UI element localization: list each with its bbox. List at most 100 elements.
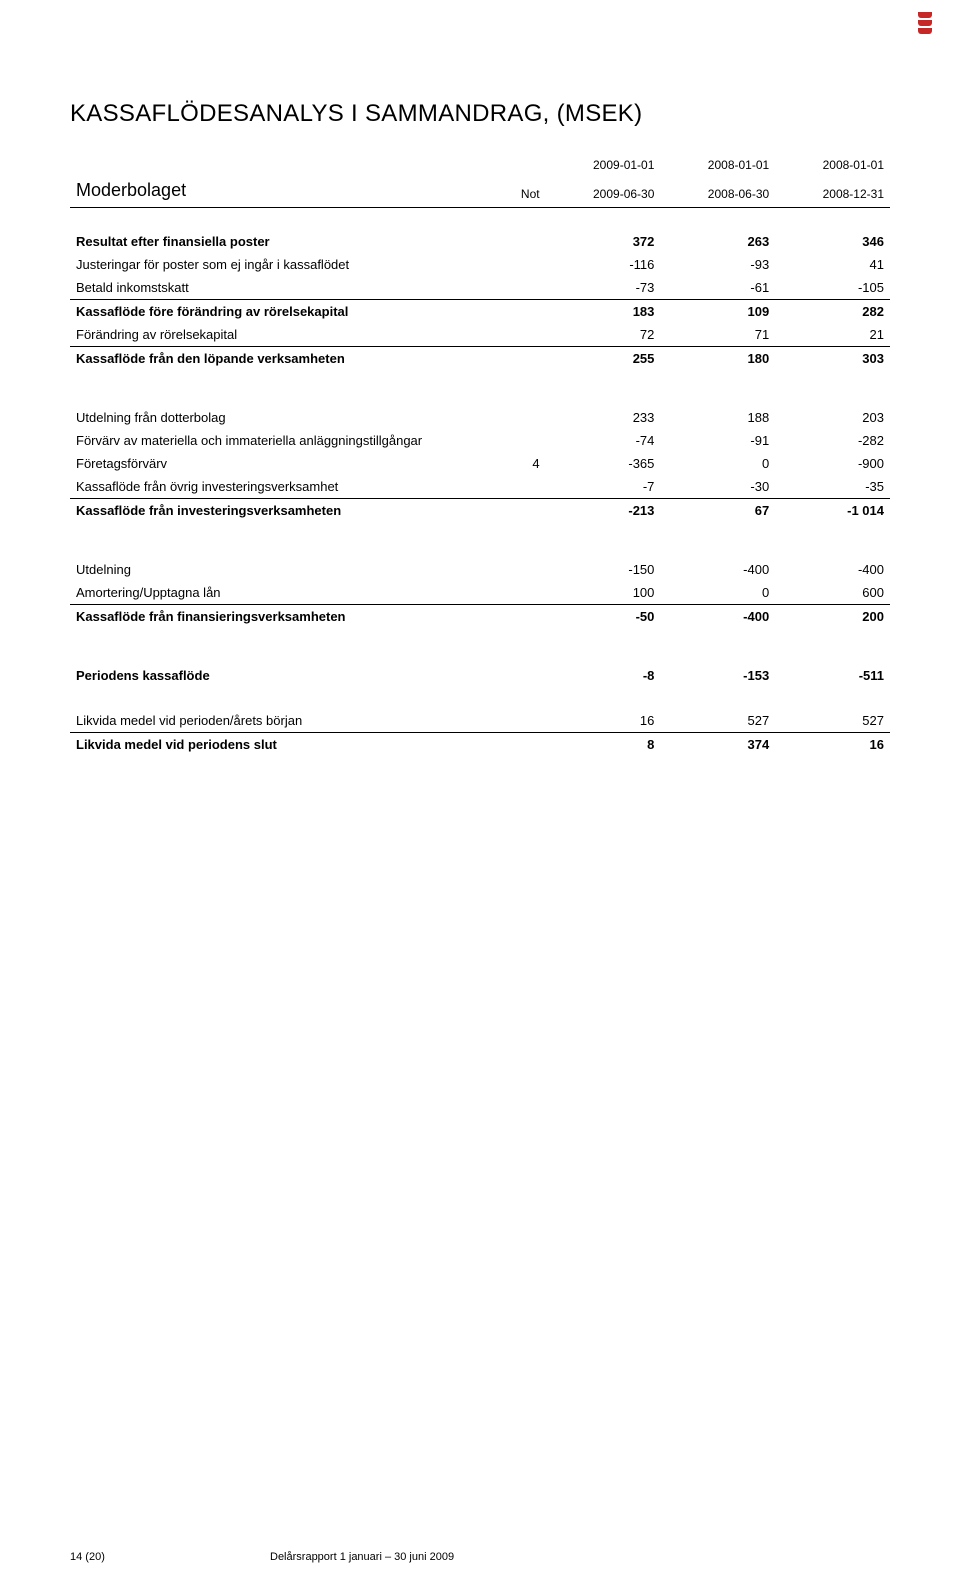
- row-value: -74: [546, 429, 661, 452]
- table-row: Kassaflöde från finansieringsverksamhete…: [70, 605, 890, 629]
- row-label: Utdelning från dotterbolag: [70, 406, 496, 429]
- row-value: -400: [660, 558, 775, 581]
- row-value: 16: [546, 709, 661, 733]
- row-not: [496, 581, 545, 605]
- period-0-bottom: 2009-06-30: [546, 176, 661, 208]
- row-value: -8: [546, 664, 661, 687]
- row-value: -91: [660, 429, 775, 452]
- row-value: 67: [660, 499, 775, 523]
- row-label: Kassaflöde från den löpande verksamheten: [70, 347, 496, 371]
- row-label: Kassaflöde från övrig investeringsverksa…: [70, 475, 496, 499]
- row-label: Kassaflöde från investeringsverksamheten: [70, 499, 496, 523]
- row-value: 600: [775, 581, 890, 605]
- row-label: Betald inkomstskatt: [70, 276, 496, 300]
- row-value: 346: [775, 230, 890, 253]
- page-footer: 14 (20) Delårsrapport 1 januari – 30 jun…: [70, 1551, 890, 1563]
- row-label: Resultat efter finansiella poster: [70, 230, 496, 253]
- table-row: Förändring av rörelsekapital 727121: [70, 323, 890, 347]
- row-value: -1 014: [775, 499, 890, 523]
- table-row: Utdelning-150-400-400: [70, 558, 890, 581]
- row-label: Förändring av rörelsekapital: [70, 323, 496, 347]
- table-row: Periodens kassaflöde-8-153-511: [70, 664, 890, 687]
- row-label: Likvida medel vid perioden/årets början: [70, 709, 496, 733]
- row-value: 16: [775, 733, 890, 757]
- table-row: Amortering/Upptagna lån1000600: [70, 581, 890, 605]
- period-bottom-row: Moderbolaget Not 2009-06-30 2008-06-30 2…: [70, 176, 890, 208]
- row-not: [496, 323, 545, 347]
- row-value: 233: [546, 406, 661, 429]
- row-value: 188: [660, 406, 775, 429]
- row-value: 282: [775, 300, 890, 324]
- table-row: Utdelning från dotterbolag 233188203: [70, 406, 890, 429]
- row-value: -116: [546, 253, 661, 276]
- table-row: Resultat efter finansiella poster3722633…: [70, 230, 890, 253]
- period-top-row: 2009-01-01 2008-01-01 2008-01-01: [70, 154, 890, 176]
- row-not: [496, 709, 545, 733]
- row-value: -365: [546, 452, 661, 475]
- row-not: [496, 664, 545, 687]
- row-value: 0: [660, 452, 775, 475]
- row-label: Kassaflöde från finansieringsverksamhete…: [70, 605, 496, 629]
- row-value: 8: [546, 733, 661, 757]
- page: KASSAFLÖDESANALYS I SAMMANDRAG, (MSEK) 2…: [0, 0, 960, 1589]
- row-not: [496, 475, 545, 499]
- row-value: -30: [660, 475, 775, 499]
- row-value: -93: [660, 253, 775, 276]
- row-value: 527: [775, 709, 890, 733]
- page-number: 14 (20): [70, 1551, 270, 1563]
- row-value: -400: [660, 605, 775, 629]
- row-value: -511: [775, 664, 890, 687]
- row-not: 4: [496, 452, 545, 475]
- table-row: Kassaflöde från den löpande verksamheten…: [70, 347, 890, 371]
- row-value: 203: [775, 406, 890, 429]
- table-row: Kassaflöde från övrig investeringsverksa…: [70, 475, 890, 499]
- table-row: [70, 687, 890, 709]
- period-0-top: 2009-01-01: [546, 154, 661, 176]
- row-label: Företagsförvärv: [70, 452, 496, 475]
- row-not: [496, 605, 545, 629]
- table-row: Kassaflöde före förändring av rörelsekap…: [70, 300, 890, 324]
- period-1-bottom: 2008-06-30: [660, 176, 775, 208]
- row-value: 0: [660, 581, 775, 605]
- row-value: 374: [660, 733, 775, 757]
- row-value: 109: [660, 300, 775, 324]
- row-value: -35: [775, 475, 890, 499]
- row-value: -50: [546, 605, 661, 629]
- row-label: Förvärv av materiella och immateriella a…: [70, 429, 496, 452]
- row-value: 372: [546, 230, 661, 253]
- row-value: 183: [546, 300, 661, 324]
- row-value: 527: [660, 709, 775, 733]
- table-row: [70, 208, 890, 231]
- row-value: -61: [660, 276, 775, 300]
- row-value: 21: [775, 323, 890, 347]
- row-value: -900: [775, 452, 890, 475]
- row-not: [496, 499, 545, 523]
- row-not: [496, 558, 545, 581]
- table-row: Företagsförvärv4-3650-900: [70, 452, 890, 475]
- table-row: Betald inkomstskatt-73-61-105: [70, 276, 890, 300]
- row-not: [496, 429, 545, 452]
- row-value: 255: [546, 347, 661, 371]
- table-row: [70, 370, 890, 406]
- row-value: 72: [546, 323, 661, 347]
- row-value: 71: [660, 323, 775, 347]
- row-value: 41: [775, 253, 890, 276]
- table-row: Justeringar för poster som ej ingår i ka…: [70, 253, 890, 276]
- cashflow-body: Resultat efter finansiella poster3722633…: [70, 208, 890, 757]
- period-2-top: 2008-01-01: [775, 154, 890, 176]
- row-not: [496, 733, 545, 757]
- row-label: Periodens kassaflöde: [70, 664, 496, 687]
- table-row: [70, 628, 890, 664]
- table-row: Likvida medel vid periodens slut 837416: [70, 733, 890, 757]
- row-value: 180: [660, 347, 775, 371]
- row-not: [496, 347, 545, 371]
- row-value: 100: [546, 581, 661, 605]
- row-value: 303: [775, 347, 890, 371]
- period-2-bottom: 2008-12-31: [775, 176, 890, 208]
- row-value: -73: [546, 276, 661, 300]
- subtitle: Moderbolaget: [70, 176, 496, 208]
- not-header: Not: [496, 176, 545, 208]
- page-title: KASSAFLÖDESANALYS I SAMMANDRAG, (MSEK): [70, 100, 890, 128]
- row-label: Likvida medel vid periodens slut: [70, 733, 496, 757]
- row-value: 200: [775, 605, 890, 629]
